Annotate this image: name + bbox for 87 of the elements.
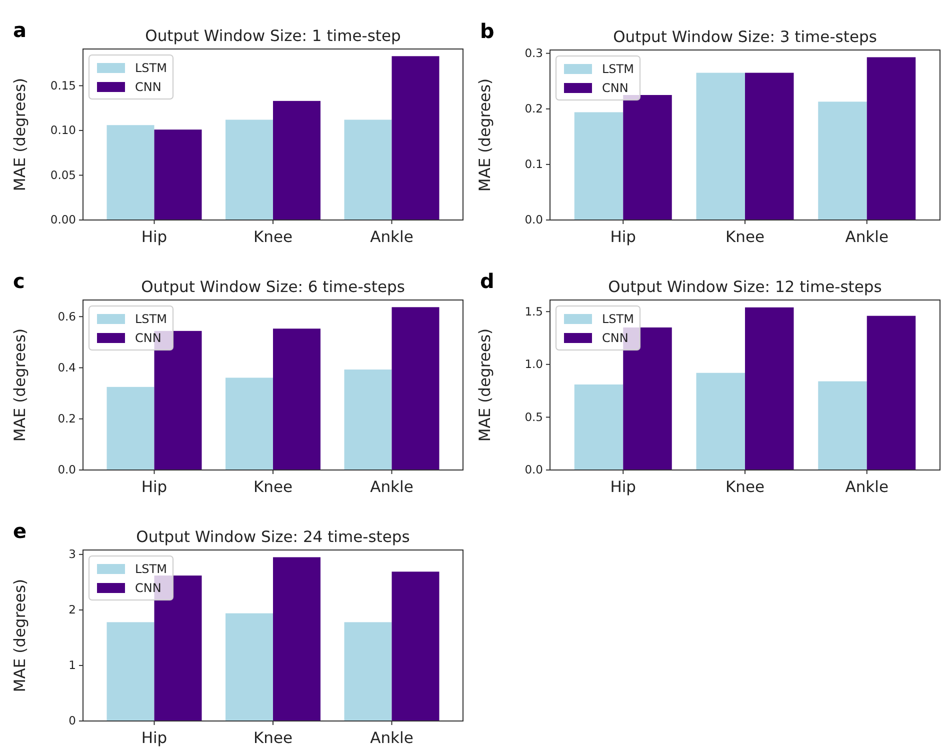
bar — [818, 102, 867, 220]
x-tick-label: Knee — [253, 478, 293, 496]
chart-title: Output Window Size: 24 time-steps — [136, 528, 410, 546]
x-tick-label: Hip — [610, 228, 636, 246]
bar — [696, 72, 745, 220]
y-tick-label: 0.0 — [58, 462, 76, 477]
y-tick-label: 0.00 — [50, 212, 76, 227]
bar — [574, 384, 624, 470]
y-tick-label: 0.1 — [524, 157, 543, 172]
x-tick-label: Knee — [725, 478, 765, 496]
legend-label: CNN — [602, 81, 628, 95]
legend-label: CNN — [135, 80, 162, 94]
bar — [574, 112, 624, 220]
bar — [106, 622, 154, 721]
bar — [226, 120, 273, 220]
bar — [344, 370, 392, 470]
y-tick-label: 0.0 — [524, 212, 543, 227]
bar — [106, 386, 154, 470]
bar — [344, 622, 392, 721]
y-axis-title: MAE (degrees) — [476, 328, 494, 442]
y-axis-title: MAE (degrees) — [11, 78, 29, 192]
chart-title: Output Window Size: 3 time-steps — [613, 28, 877, 46]
legend-label: LSTM — [135, 562, 167, 576]
y-tick-label: 1 — [68, 658, 76, 672]
legend-label: LSTM — [602, 312, 634, 326]
y-tick-label: 0.3 — [524, 46, 543, 60]
y-tick-label: 0.05 — [50, 168, 76, 182]
x-tick-label: Hip — [141, 729, 168, 747]
x-tick-label: Knee — [253, 228, 293, 246]
bar — [273, 557, 320, 721]
chart-title: Output Window Size: 12 time-steps — [608, 278, 882, 296]
y-tick-label: 0.15 — [50, 78, 76, 92]
legend-label: LSTM — [135, 61, 167, 75]
x-tick-label: Ankle — [370, 228, 414, 246]
bar — [623, 95, 672, 220]
legend-label: CNN — [135, 581, 162, 595]
bar — [866, 57, 916, 220]
legend-label: LSTM — [135, 312, 167, 326]
bar — [696, 372, 745, 470]
legend-label: LSTM — [602, 62, 634, 76]
x-tick-label: Ankle — [845, 478, 888, 496]
text: b — [480, 19, 494, 43]
bar — [273, 328, 320, 470]
y-tick-label: 1.5 — [524, 304, 543, 318]
bar — [392, 572, 440, 721]
x-tick-label: Hip — [141, 478, 168, 496]
bar — [106, 125, 154, 220]
legend-label: CNN — [135, 331, 162, 345]
x-tick-label: Ankle — [845, 228, 888, 246]
y-axis-title: MAE (degrees) — [476, 78, 494, 192]
y-tick-label: 0.0 — [524, 462, 543, 477]
y-axis-title: MAE (degrees) — [11, 328, 29, 442]
y-tick-label: 0.5 — [524, 410, 543, 424]
x-tick-label: Knee — [725, 228, 765, 246]
y-tick-label: 0.10 — [50, 123, 76, 138]
text: c — [13, 269, 25, 293]
chart-title: Output Window Size: 6 time-steps — [141, 278, 405, 296]
bar — [226, 613, 273, 721]
text: d — [480, 269, 494, 293]
y-tick-label: 3 — [68, 547, 76, 562]
y-tick-label: 0 — [68, 714, 76, 728]
bar — [818, 381, 867, 470]
y-tick-label: 0.6 — [58, 309, 76, 324]
y-tick-label: 2 — [68, 602, 76, 617]
bar — [154, 130, 202, 220]
bar — [392, 56, 440, 220]
bar — [273, 100, 320, 220]
text: e — [13, 519, 27, 543]
bar — [866, 316, 916, 470]
x-tick-label: Ankle — [370, 729, 414, 747]
text: a — [13, 18, 26, 42]
x-tick-label: Hip — [141, 228, 168, 246]
bar — [745, 307, 794, 470]
bar — [226, 378, 273, 470]
bar — [745, 72, 794, 220]
y-tick-label: 0.2 — [58, 412, 76, 426]
y-tick-label: 0.2 — [524, 102, 543, 116]
y-axis-title: MAE (degrees) — [11, 578, 29, 692]
x-tick-label: Ankle — [370, 478, 414, 496]
bar — [344, 120, 392, 220]
bar — [392, 307, 440, 470]
chart-title: Output Window Size: 1 time-step — [145, 27, 401, 45]
x-tick-label: Knee — [253, 729, 293, 747]
legend-label: CNN — [602, 331, 628, 345]
y-tick-label: 0.4 — [58, 360, 76, 374]
x-tick-label: Hip — [610, 478, 636, 496]
y-tick-label: 1.0 — [524, 357, 543, 372]
